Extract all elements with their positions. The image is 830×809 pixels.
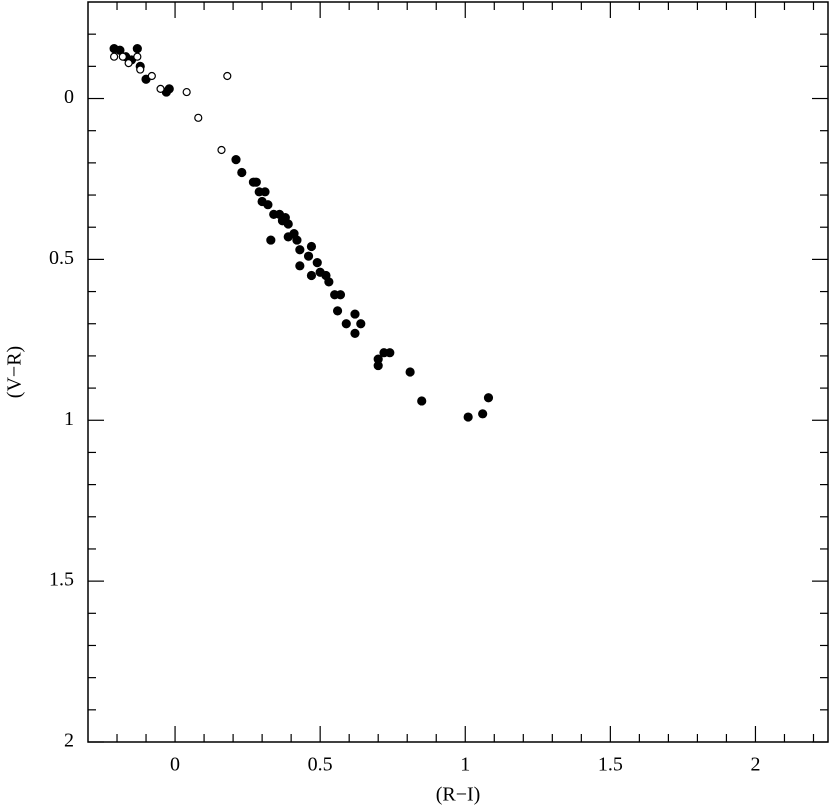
filled-point <box>306 270 317 281</box>
open-point <box>124 59 133 68</box>
filled-point <box>295 245 305 255</box>
filled-point <box>237 167 247 178</box>
open-point <box>182 87 191 97</box>
filled-point <box>164 84 174 94</box>
x-tick-label: 0 <box>170 754 180 776</box>
plot-frame <box>87 1 829 743</box>
open-point <box>147 71 156 81</box>
filled-point <box>417 396 427 406</box>
filled-point <box>132 44 142 54</box>
filled-point <box>260 187 270 197</box>
filled-point <box>332 306 343 316</box>
filled-point <box>306 241 317 252</box>
filled-point <box>350 309 360 319</box>
y-tick-label: 1 <box>64 408 74 430</box>
filled-point <box>478 409 488 419</box>
x-tick-label: 2 <box>750 754 760 776</box>
open-point <box>136 65 145 74</box>
filled-point <box>385 348 395 358</box>
x-axis-label: (R−I) <box>436 784 481 806</box>
filled-point <box>292 235 302 245</box>
filled-point <box>295 261 305 271</box>
filled-point <box>356 319 366 329</box>
filled-point <box>335 290 346 300</box>
open-point <box>223 71 232 81</box>
open-point <box>194 113 203 122</box>
open-point <box>110 52 119 61</box>
filled-point <box>263 200 273 210</box>
open-point <box>133 52 142 61</box>
y-tick-label: 0.5 <box>49 247 74 269</box>
filled-point <box>405 367 415 377</box>
x-tick-label: 1 <box>460 754 470 776</box>
filled-point <box>251 177 261 187</box>
x-tick-label: 0.5 <box>308 754 333 776</box>
open-point <box>217 145 226 155</box>
open-point <box>156 84 165 93</box>
x-tick-label: 1.5 <box>598 754 623 776</box>
filled-point <box>312 258 322 268</box>
filled-point <box>483 393 494 403</box>
filled-point <box>341 319 351 329</box>
filled-point <box>231 155 241 165</box>
y-tick-label: 2 <box>64 730 74 752</box>
filled-point <box>350 328 360 338</box>
filled-point <box>324 277 334 287</box>
filled-point <box>280 212 290 223</box>
filled-point <box>266 235 276 245</box>
y-tick-label: 0 <box>64 86 74 108</box>
filled-point <box>303 251 314 261</box>
y-axis-label: (V−R) <box>4 346 26 398</box>
filled-point <box>373 360 383 371</box>
open-point <box>118 52 127 61</box>
filled-point <box>463 412 473 422</box>
y-tick-label: 1.5 <box>49 569 74 591</box>
